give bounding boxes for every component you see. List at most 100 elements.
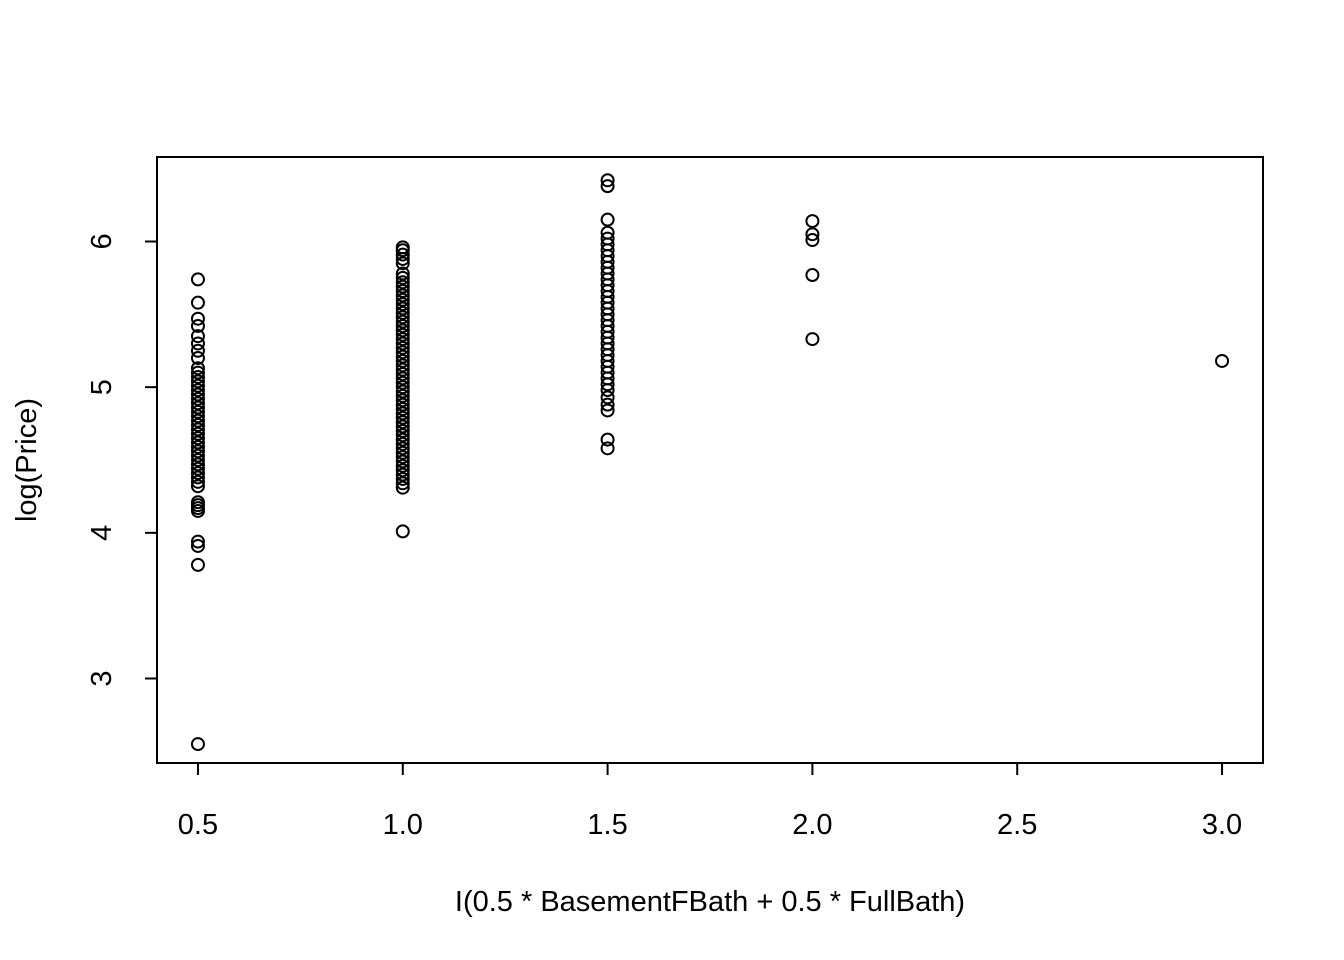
data-point: [600, 231, 615, 246]
data-point: [395, 336, 410, 351]
data-point: [190, 474, 205, 489]
data-point: [190, 343, 205, 358]
data-point: [395, 524, 410, 539]
data-point: [600, 225, 615, 240]
data-point: [600, 397, 615, 412]
x-tick-label: 0.5: [178, 809, 218, 841]
data-point: [190, 383, 205, 398]
data-point: [805, 214, 820, 229]
y-tick-label: 3: [86, 670, 118, 686]
data-point: [395, 415, 410, 430]
data-point: [395, 432, 410, 447]
data-point: [190, 495, 205, 510]
data-point: [190, 534, 205, 549]
data-point: [395, 270, 410, 285]
data-point: [395, 428, 410, 443]
data-point: [395, 367, 410, 382]
data-point: [190, 295, 205, 310]
data-point: [395, 297, 410, 312]
data-point: [190, 538, 205, 553]
data-point: [190, 396, 205, 411]
data-point: [395, 393, 410, 408]
data-point: [190, 466, 205, 481]
data-point: [600, 441, 615, 456]
data-point: [395, 240, 410, 255]
x-tick-label: 1.0: [383, 809, 423, 841]
data-point: [190, 400, 205, 415]
data-point: [190, 387, 205, 402]
data-point: [190, 413, 205, 428]
data-point: [395, 247, 410, 262]
x-axis-title: I(0.5 * BasementFBath + 0.5 * FullBath): [455, 886, 965, 918]
data-point: [190, 439, 205, 454]
data-point: [395, 388, 410, 403]
data-point: [395, 358, 410, 373]
data-point: [395, 402, 410, 417]
data-point: [190, 418, 205, 433]
data-point: [395, 288, 410, 303]
data-point: [395, 318, 410, 333]
data-point: [190, 470, 205, 485]
data-point: [805, 332, 820, 347]
data-point: [395, 371, 410, 386]
data-point: [395, 353, 410, 368]
data-point: [190, 457, 205, 472]
data-point: [395, 323, 410, 338]
x-tick-label: 2.5: [997, 809, 1037, 841]
data-point: [600, 173, 615, 188]
data-point: [190, 557, 205, 572]
data-point: [190, 453, 205, 467]
data-point: [395, 340, 410, 355]
data-point: [190, 329, 205, 344]
data-point: [395, 375, 410, 390]
data-point: [395, 310, 410, 325]
data-point: [190, 426, 205, 441]
data-point: [1215, 353, 1230, 368]
data-point: [395, 332, 410, 347]
data-point: [190, 435, 205, 450]
data-point: [190, 737, 205, 752]
data-point: [190, 461, 205, 476]
data-point: [395, 436, 410, 451]
data-point: [395, 305, 410, 320]
data-point: [190, 361, 205, 376]
data-point: [395, 423, 410, 438]
data-point: [805, 267, 820, 282]
data-point: [190, 409, 205, 424]
data-point: [395, 476, 410, 491]
data-point: [395, 406, 410, 421]
y-axis: 3 4 5 6: [86, 233, 158, 687]
data-point: [395, 327, 410, 342]
data-point: [395, 279, 410, 294]
data-point: [395, 454, 410, 469]
data-point: [395, 445, 410, 460]
x-tick-label: 3.0: [1202, 809, 1242, 841]
data-point: [805, 233, 820, 248]
data-point: [395, 284, 410, 299]
data-point: [190, 272, 205, 287]
data-point: [190, 351, 205, 366]
data-point: [190, 318, 205, 333]
y-tick-label: 4: [86, 525, 118, 541]
data-point: [395, 410, 410, 425]
data-point: [600, 432, 615, 447]
data-point: [395, 256, 410, 271]
y-tick-label: 5: [86, 379, 118, 395]
data-point: [395, 463, 410, 478]
data-point: [190, 369, 205, 384]
data-point: [395, 471, 410, 486]
data-point: [190, 448, 205, 463]
y-tick-label: 6: [86, 233, 118, 249]
data-point: [395, 441, 410, 456]
data-point: [395, 458, 410, 473]
data-point: [395, 292, 410, 307]
data-point: [190, 444, 205, 459]
data-point: [600, 212, 615, 227]
data-point: [805, 227, 820, 242]
data-point: [190, 431, 205, 446]
data-point: [600, 403, 615, 418]
data-point: [190, 404, 205, 419]
data-point: [395, 345, 410, 360]
data-point: [395, 314, 410, 329]
